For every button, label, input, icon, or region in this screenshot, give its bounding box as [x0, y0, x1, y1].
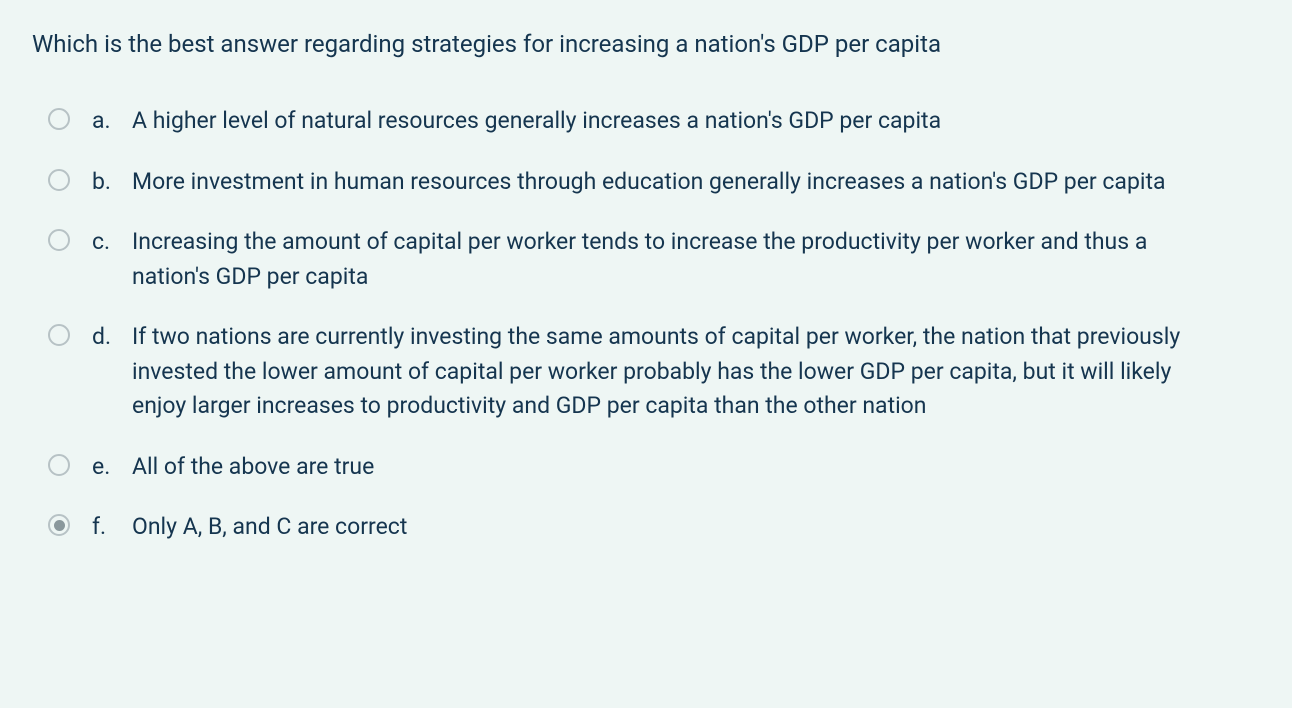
option-letter: f. — [92, 510, 116, 543]
option-text: All of the above are true — [132, 450, 374, 485]
option-f[interactable]: f. Only A, B, and C are correct — [48, 510, 1260, 545]
radio-e[interactable] — [48, 454, 70, 476]
radio-f[interactable] — [48, 514, 70, 536]
option-text: Only A, B, and C are correct — [132, 510, 407, 545]
option-body: a. A higher level of natural resources g… — [92, 104, 1260, 139]
radio-b[interactable] — [48, 169, 70, 191]
option-e[interactable]: e. All of the above are true — [48, 450, 1260, 485]
radio-a[interactable] — [48, 108, 70, 130]
options-list: a. A higher level of natural resources g… — [32, 104, 1260, 545]
option-text: Increasing the amount of capital per wor… — [132, 225, 1202, 294]
option-letter: c. — [92, 225, 116, 258]
radio-c[interactable] — [48, 229, 70, 251]
option-letter: d. — [92, 320, 116, 353]
option-letter: e. — [92, 450, 116, 483]
option-a[interactable]: a. A higher level of natural resources g… — [48, 104, 1260, 139]
option-letter: a. — [92, 104, 116, 137]
option-b[interactable]: b. More investment in human resources th… — [48, 165, 1260, 200]
option-body: d. If two nations are currently investin… — [92, 320, 1260, 424]
radio-d[interactable] — [48, 324, 70, 346]
option-text: If two nations are currently investing t… — [132, 320, 1202, 424]
option-body: c. Increasing the amount of capital per … — [92, 225, 1260, 294]
option-body: f. Only A, B, and C are correct — [92, 510, 1260, 545]
option-letter: b. — [92, 165, 116, 198]
option-d[interactable]: d. If two nations are currently investin… — [48, 320, 1260, 424]
option-text: A higher level of natural resources gene… — [132, 104, 941, 139]
option-body: e. All of the above are true — [92, 450, 1260, 485]
option-body: b. More investment in human resources th… — [92, 165, 1260, 200]
option-c[interactable]: c. Increasing the amount of capital per … — [48, 225, 1260, 294]
option-text: More investment in human resources throu… — [132, 165, 1165, 200]
question-text: Which is the best answer regarding strat… — [32, 28, 1260, 60]
